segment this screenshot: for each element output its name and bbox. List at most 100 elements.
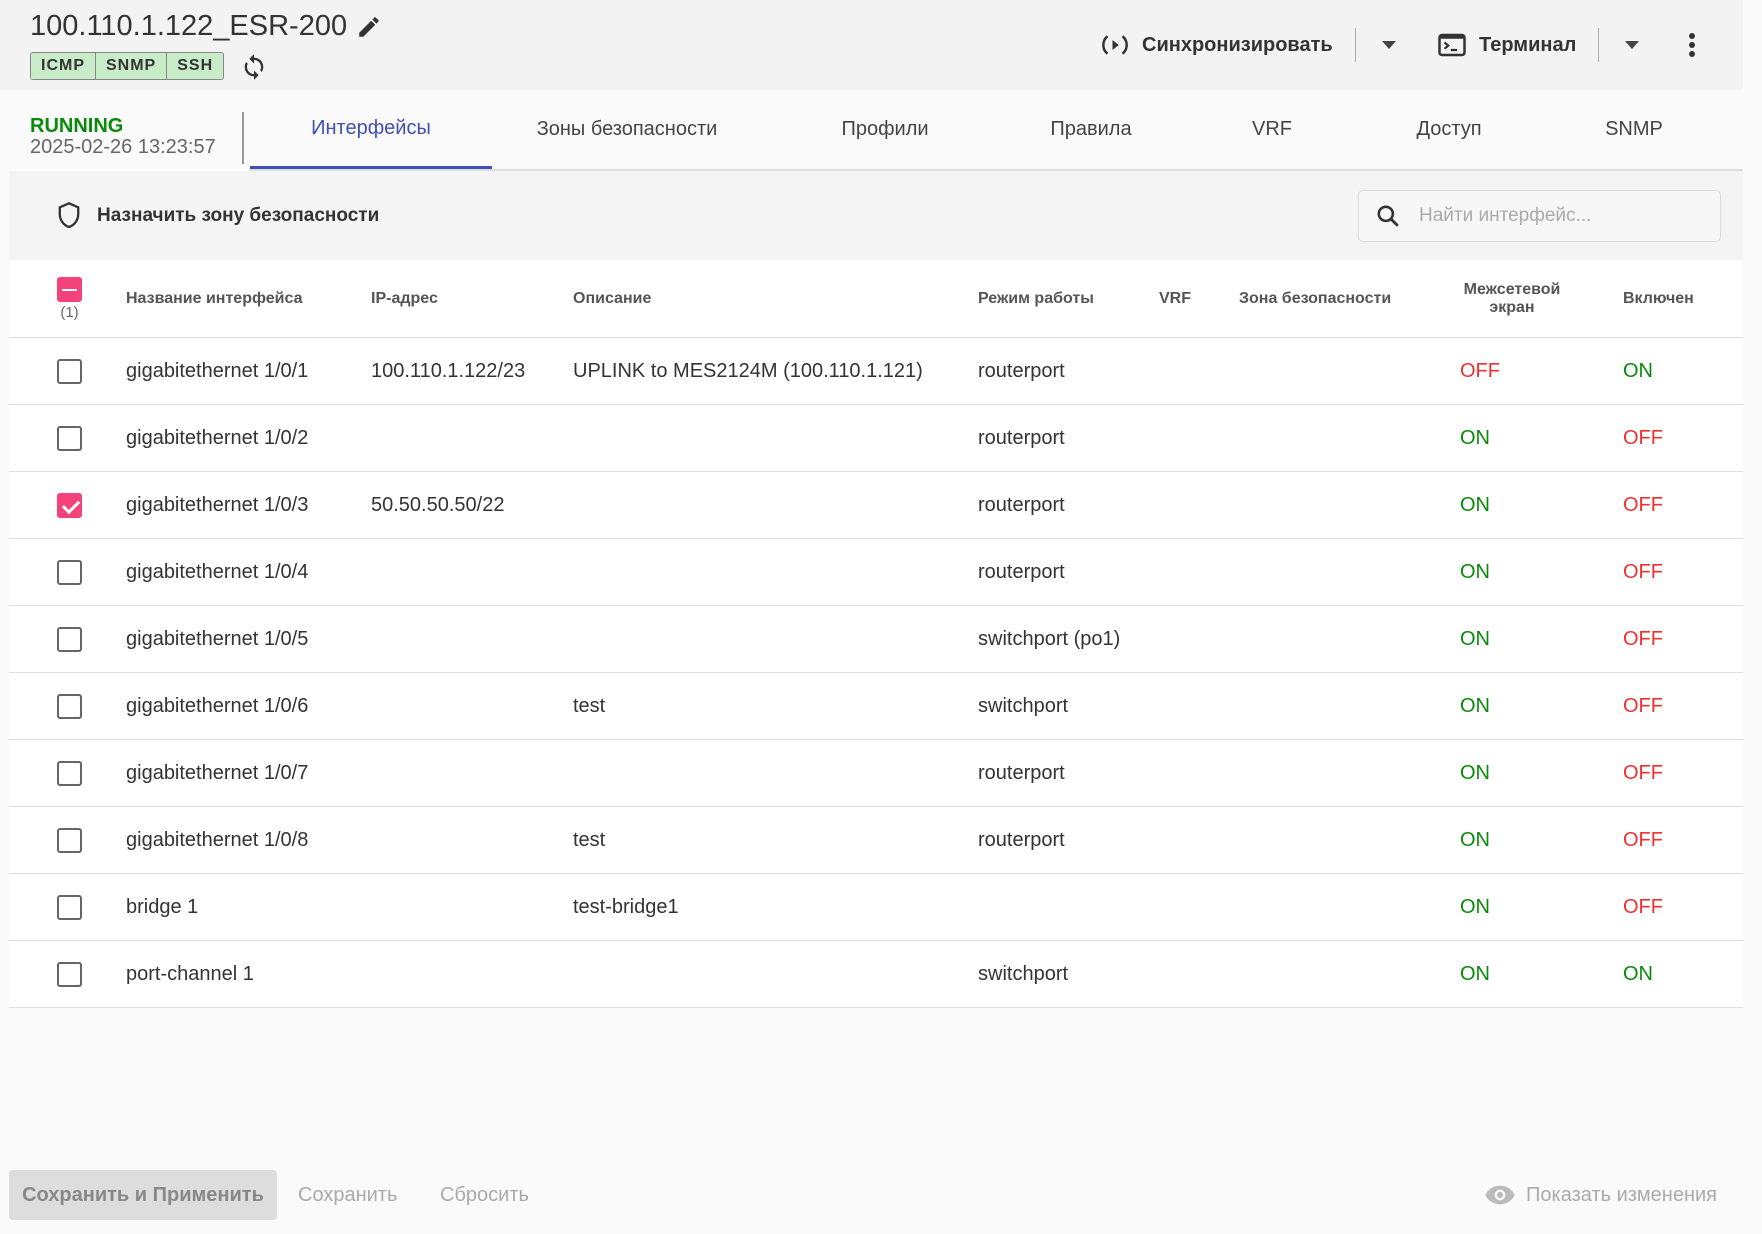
sync-dropdown-caret-icon[interactable] bbox=[1381, 41, 1396, 49]
mode: routerport bbox=[978, 493, 1065, 516]
tab-interfaces[interactable]: Интерфейсы bbox=[250, 90, 492, 169]
firewall-status: ON bbox=[1460, 694, 1490, 717]
mode: switchport bbox=[978, 962, 1069, 985]
row-checkbox[interactable] bbox=[57, 425, 82, 451]
row-checkbox[interactable] bbox=[57, 492, 82, 518]
col-firewall[interactable]: Межсетевой экран bbox=[1463, 280, 1561, 316]
enabled-status: OFF bbox=[1623, 560, 1663, 583]
footer-actions: Сохранить и Применить Сохранить Сбросить… bbox=[9, 1170, 1743, 1220]
edit-pencil-icon[interactable] bbox=[356, 14, 382, 40]
tab-vrf[interactable]: VRF bbox=[1252, 118, 1292, 140]
col-mode[interactable]: Режим работы bbox=[978, 289, 1094, 307]
interfaces-table: (1) Название интерфейса IP-адрес Описани… bbox=[9, 260, 1743, 1008]
enabled-status: OFF bbox=[1623, 895, 1663, 918]
show-changes-button[interactable]: Показать изменения bbox=[1484, 1170, 1717, 1220]
row-checkbox[interactable] bbox=[57, 559, 82, 585]
device-status: RUNNING 2025-02-26 13:23:57 bbox=[30, 116, 216, 158]
row-checkbox[interactable] bbox=[57, 827, 82, 853]
badge-snmp: SNMP bbox=[96, 53, 168, 79]
table-row[interactable]: gigabitethernet 1/0/3 50.50.50.50/22 route… bbox=[9, 472, 1743, 539]
enabled-status: OFF bbox=[1623, 426, 1663, 449]
tab-access[interactable]: Доступ bbox=[1416, 118, 1482, 140]
tab-snmp[interactable]: SNMP bbox=[1605, 118, 1663, 140]
row-checkbox[interactable] bbox=[57, 894, 82, 920]
assign-zone-button[interactable]: Назначить зону безопасности bbox=[55, 201, 379, 231]
device-title: 100.110.1.122_ESR-200 bbox=[30, 10, 348, 42]
enabled-status: OFF bbox=[1623, 493, 1663, 516]
description: test bbox=[573, 828, 606, 851]
ip-address: 50.50.50.50/22 bbox=[371, 493, 505, 516]
selected-count: (1) bbox=[60, 303, 79, 321]
mode: routerport bbox=[978, 426, 1065, 449]
firewall-status: ON bbox=[1460, 426, 1490, 449]
col-enabled[interactable]: Включен bbox=[1623, 289, 1694, 307]
firewall-status: ON bbox=[1460, 493, 1490, 516]
search-input[interactable] bbox=[1419, 205, 1699, 227]
tab-profiles[interactable]: Профили bbox=[841, 118, 929, 140]
mode: routerport bbox=[978, 761, 1065, 784]
table-row[interactable]: gigabitethernet 1/0/4 routerport ON OFF bbox=[9, 539, 1743, 606]
col-ip[interactable]: IP-адрес bbox=[371, 289, 438, 307]
description: test-bridge1 bbox=[573, 895, 679, 918]
badge-ssh: SSH bbox=[167, 53, 224, 79]
save-button[interactable]: Сохранить bbox=[298, 1183, 398, 1206]
refresh-icon[interactable] bbox=[240, 53, 268, 81]
badge-icmp: ICMP bbox=[31, 53, 96, 79]
col-name[interactable]: Название интерфейса bbox=[126, 289, 303, 307]
terminal-label: Терминал bbox=[1479, 33, 1577, 56]
table-row[interactable]: gigabitethernet 1/0/1 100.110.1.122/23 UPL… bbox=[9, 338, 1743, 405]
row-checkbox[interactable] bbox=[57, 693, 82, 719]
tab-security-zones[interactable]: Зоны безопасности bbox=[536, 118, 718, 140]
interface-name: gigabitethernet 1/0/1 bbox=[126, 359, 309, 382]
table-row[interactable]: gigabitethernet 1/0/2 routerport ON OFF bbox=[9, 405, 1743, 472]
row-checkbox[interactable] bbox=[57, 961, 82, 987]
assign-zone-label: Назначить зону безопасности bbox=[97, 205, 380, 226]
firewall-status: OFF bbox=[1460, 359, 1500, 382]
interface-name: port-channel 1 bbox=[126, 962, 254, 985]
sync-label: Синхронизировать bbox=[1142, 33, 1333, 56]
description: UPLINK to MES2124M (100.110.1.121) bbox=[573, 359, 923, 382]
mode: switchport bbox=[978, 694, 1069, 717]
table-row[interactable]: bridge 1 test-bridge1 ON OFF bbox=[9, 874, 1743, 941]
row-checkbox[interactable] bbox=[57, 626, 82, 652]
table-row[interactable]: port-channel 1 switchport ON ON bbox=[9, 941, 1743, 1008]
row-checkbox[interactable] bbox=[57, 760, 82, 786]
firewall-status: ON bbox=[1460, 560, 1490, 583]
firewall-status: ON bbox=[1460, 627, 1490, 650]
description: test bbox=[573, 694, 606, 717]
interface-name: gigabitethernet 1/0/8 bbox=[126, 828, 309, 851]
terminal-dropdown-caret-icon[interactable] bbox=[1625, 41, 1640, 49]
firewall-status: ON bbox=[1460, 761, 1490, 784]
interface-name: gigabitethernet 1/0/6 bbox=[126, 694, 309, 717]
col-zone[interactable]: Зона безопасности bbox=[1239, 289, 1392, 307]
show-changes-label: Показать изменения bbox=[1526, 1183, 1718, 1206]
search-box[interactable] bbox=[1358, 190, 1721, 242]
divider bbox=[242, 112, 244, 164]
sync-button[interactable]: Синхронизировать bbox=[1100, 28, 1396, 62]
divider bbox=[1354, 28, 1356, 62]
enabled-status: OFF bbox=[1623, 761, 1663, 784]
tab-rules[interactable]: Правила bbox=[1050, 118, 1132, 140]
interface-name: gigabitethernet 1/0/5 bbox=[126, 627, 309, 650]
table-row[interactable]: gigabitethernet 1/0/7 routerport ON OFF bbox=[9, 740, 1743, 807]
more-vertical-icon[interactable] bbox=[1680, 30, 1704, 60]
sync-play-icon bbox=[1102, 35, 1128, 55]
col-vrf[interactable]: VRF bbox=[1159, 289, 1191, 307]
row-checkbox[interactable] bbox=[57, 358, 82, 384]
terminal-icon bbox=[1438, 33, 1466, 57]
terminal-button[interactable]: Терминал bbox=[1437, 28, 1640, 62]
save-apply-button[interactable]: Сохранить и Применить bbox=[9, 1170, 277, 1220]
enabled-status: ON bbox=[1623, 359, 1653, 382]
protocol-badges: ICMP SNMP SSH bbox=[30, 52, 225, 80]
table-row[interactable]: gigabitethernet 1/0/8 test routerport ON OFF bbox=[9, 807, 1743, 874]
table-row[interactable]: gigabitethernet 1/0/6 test switchport ON OFF bbox=[9, 673, 1743, 740]
table-row[interactable]: gigabitethernet 1/0/5 switchport (po1) ON O… bbox=[9, 606, 1743, 673]
firewall-status: ON bbox=[1460, 828, 1490, 851]
mode: routerport bbox=[978, 560, 1065, 583]
col-description[interactable]: Описание bbox=[573, 289, 652, 307]
select-all-checkbox[interactable] bbox=[57, 276, 82, 302]
eye-icon bbox=[1485, 1185, 1515, 1205]
mode: switchport (po1) bbox=[978, 627, 1121, 650]
divider bbox=[1598, 28, 1600, 62]
reset-button[interactable]: Сбросить bbox=[440, 1183, 529, 1206]
